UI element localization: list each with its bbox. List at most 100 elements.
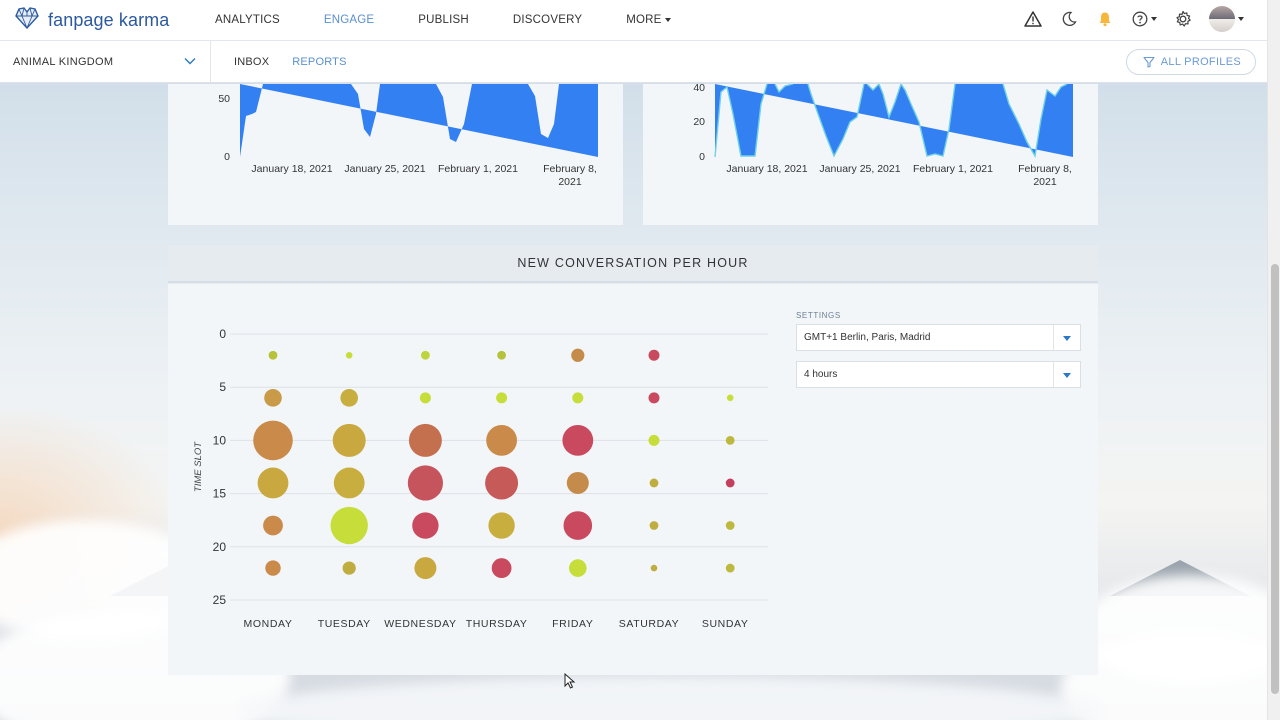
- bubble[interactable]: [485, 466, 519, 500]
- select-separator: [1053, 325, 1054, 350]
- bubble[interactable]: [340, 389, 358, 407]
- bubble[interactable]: [725, 563, 735, 573]
- x-tick-label: MONDAY: [244, 618, 293, 630]
- user-avatar-button[interactable]: [1208, 6, 1244, 32]
- bubble[interactable]: [648, 434, 660, 446]
- bubble[interactable]: [333, 467, 365, 499]
- bubble[interactable]: [491, 558, 512, 578]
- nav-discovery[interactable]: DISCOVERY: [512, 14, 583, 26]
- x-tick-label: SATURDAY: [619, 618, 679, 630]
- y-tick-label: 5: [219, 380, 226, 394]
- bubble[interactable]: [649, 478, 659, 488]
- gear-icon[interactable]: [1172, 8, 1194, 30]
- tab-inbox[interactable]: INBOX: [234, 55, 270, 68]
- tab-reports[interactable]: REPORTS: [292, 55, 347, 68]
- bubble[interactable]: [332, 423, 366, 457]
- top-icons: [1022, 6, 1244, 32]
- timezone-select[interactable]: GMT+1 Berlin, Paris, Madrid: [796, 324, 1081, 351]
- bubble[interactable]: [725, 521, 735, 530]
- all-profiles-filter-button[interactable]: ALL PROFILES: [1125, 49, 1256, 75]
- x-tick: February 1, 2021: [438, 163, 518, 175]
- x-tick: January 25, 2021: [344, 163, 426, 175]
- moon-icon[interactable]: [1058, 8, 1080, 30]
- bubble[interactable]: [563, 511, 593, 540]
- y-tick-label: 25: [213, 593, 227, 607]
- bubble[interactable]: [488, 512, 515, 539]
- bubble[interactable]: [268, 350, 278, 360]
- bubble[interactable]: [421, 350, 430, 360]
- x-tick-label: SUNDAY: [702, 618, 749, 630]
- bubble[interactable]: [648, 349, 660, 361]
- x-tick-label: THURSDAY: [466, 618, 528, 630]
- warning-icon[interactable]: [1022, 8, 1044, 30]
- bubble[interactable]: [330, 506, 368, 545]
- bubble[interactable]: [412, 512, 439, 539]
- bubble-chart: 0 5 10 15 20 25 TIME SLOT MONDAY TUESDAY WEDNESDA…: [193, 327, 768, 630]
- bubble[interactable]: [726, 394, 734, 402]
- y-tick-label: 15: [213, 487, 227, 501]
- area-chart-right: [714, 84, 1073, 159]
- bubble[interactable]: [566, 471, 589, 494]
- bubble[interactable]: [571, 348, 585, 362]
- nav-analytics[interactable]: ANALYTICS: [215, 14, 280, 26]
- y-tick: 50: [218, 93, 230, 105]
- logo[interactable]: fanpage karma: [14, 6, 204, 35]
- bubble[interactable]: [650, 564, 658, 572]
- profile-select[interactable]: ANIMAL KINGDOM: [0, 40, 211, 83]
- bubble[interactable]: [569, 559, 587, 577]
- x-tick: February 8, 2021: [543, 163, 597, 188]
- area-series-outline: [714, 84, 1068, 159]
- main-nav: ANALYTICS ENGAGE PUBLISH DISCOVERY MORE: [215, 14, 715, 26]
- nav-more[interactable]: MORE: [626, 14, 671, 26]
- y-tick: 0: [699, 151, 705, 163]
- bubble[interactable]: [496, 392, 508, 404]
- bubble[interactable]: [725, 436, 735, 445]
- chart-panel-right: 40 20 0 January 18, 2021 January 25, 202…: [643, 82, 1098, 225]
- x-tick-label: TUESDAY: [318, 618, 371, 630]
- bubble[interactable]: [263, 515, 283, 536]
- card-body: 0 5 10 15 20 25 TIME SLOT MONDAY TUESDAY WEDNESDA…: [168, 284, 1098, 675]
- bubble[interactable]: [414, 557, 437, 580]
- card-header: NEW CONVERSATION PER HOUR: [168, 245, 1098, 283]
- scrollbar-thumb[interactable]: [1271, 264, 1279, 694]
- bubble[interactable]: [648, 392, 660, 404]
- bubble[interactable]: [649, 521, 659, 530]
- bubble[interactable]: [345, 351, 353, 359]
- bell-icon[interactable]: [1094, 8, 1116, 30]
- bubble[interactable]: [265, 560, 281, 576]
- caret-down-icon: [1150, 17, 1157, 21]
- bubble[interactable]: [408, 423, 442, 457]
- bubble[interactable]: [497, 350, 506, 360]
- bubble[interactable]: [725, 478, 735, 488]
- help-icon[interactable]: [1130, 8, 1158, 30]
- nav-more-label: MORE: [626, 14, 662, 26]
- profile-select-value: ANIMAL KINGDOM: [13, 55, 114, 68]
- select-separator: [1053, 362, 1054, 387]
- page-scrollbar[interactable]: [1267, 0, 1280, 720]
- interval-select-value: 4 hours: [804, 369, 838, 380]
- all-profiles-label: ALL PROFILES: [1160, 56, 1241, 68]
- nav-engage[interactable]: ENGAGE: [323, 14, 375, 26]
- bubble[interactable]: [572, 392, 584, 404]
- top-navbar: fanpage karma ANALYTICS ENGAGE PUBLISH D…: [0, 0, 1280, 41]
- bubble[interactable]: [562, 425, 594, 456]
- bubble[interactable]: [257, 467, 289, 499]
- settings-label: SETTINGS: [796, 311, 841, 320]
- area-series: [240, 84, 598, 157]
- nav-publish[interactable]: PUBLISH: [418, 14, 469, 26]
- x-tick-label: WEDNESDAY: [384, 618, 456, 630]
- bubble[interactable]: [253, 420, 293, 461]
- chart-panel-left: 50 0 January 18, 2021 January 25, 2021 F…: [168, 84, 623, 225]
- bubble[interactable]: [264, 389, 282, 407]
- interval-select[interactable]: 4 hours: [796, 361, 1081, 388]
- x-tick: February 1, 2021: [913, 163, 993, 175]
- bubble[interactable]: [407, 465, 443, 501]
- x-tick-label: FRIDAY: [552, 618, 593, 630]
- x-tick: January 18, 2021: [251, 163, 333, 175]
- bubble[interactable]: [419, 392, 431, 404]
- bubble[interactable]: [342, 561, 356, 575]
- mouse-cursor-icon: [564, 673, 576, 689]
- bubble[interactable]: [486, 425, 517, 456]
- avatar: [1208, 6, 1235, 32]
- card-title: NEW CONVERSATION PER HOUR: [517, 256, 749, 270]
